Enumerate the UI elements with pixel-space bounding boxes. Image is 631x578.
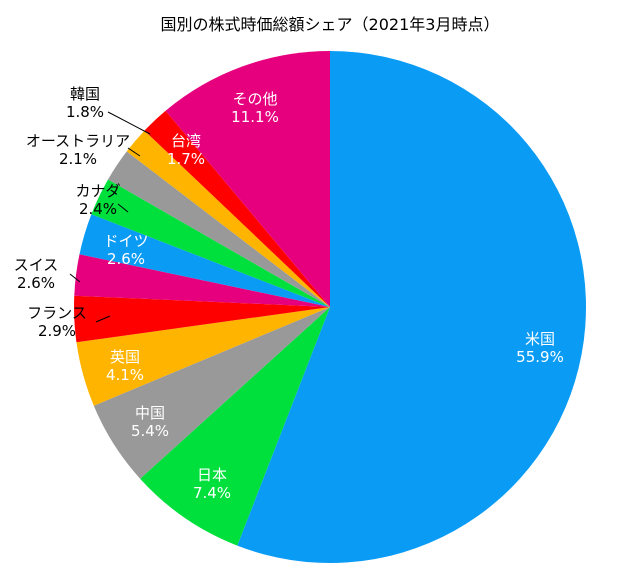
pie-slice: [237, 51, 587, 563]
pie-slice: [165, 51, 330, 307]
slice-label: ドイツ 2.6%: [103, 232, 148, 268]
label-leader-lines: [69, 111, 151, 323]
slice-value-label: 4.1%: [106, 366, 144, 384]
slice-name-label: 日本: [197, 466, 227, 484]
slice-name-label: 米国: [525, 330, 555, 348]
slice-value-label: 2.9%: [38, 322, 76, 340]
slice-name-label: オーストラリア: [26, 132, 130, 150]
slice-label: 日本 7.4%: [193, 466, 231, 502]
slice-name-label: 中国: [135, 404, 165, 422]
slice-label: 台湾 1.7%: [167, 132, 205, 168]
pie-slice: [79, 214, 330, 307]
pie-slice: [91, 179, 330, 307]
pie-slice: [126, 130, 331, 307]
pie-slice: [140, 307, 330, 546]
slice-value-label: 2.6%: [17, 274, 55, 292]
slice-name-label: ドイツ: [103, 232, 148, 250]
slice-name-label: その他: [232, 90, 277, 108]
slice-value-label: 1.7%: [167, 150, 205, 168]
slice-label: スイス 2.6%: [14, 256, 59, 292]
slice-value-label: 11.1%: [231, 108, 279, 126]
slice-label: 米国 55.9%: [516, 330, 564, 366]
slice-value-label: 2.6%: [107, 250, 145, 268]
slice-label: その他 11.1%: [231, 90, 279, 126]
slice-value-label: 55.9%: [516, 348, 564, 366]
slice-name-label: 韓国: [70, 85, 100, 103]
slice-label: カナダ 2.4%: [75, 182, 120, 218]
slice-name-label: 英国: [110, 348, 140, 366]
pie-slice: [76, 307, 330, 406]
slice-value-label: 2.1%: [59, 150, 97, 168]
slice-value-label: 1.8%: [66, 103, 104, 121]
slice-label: オーストラリア 2.1%: [26, 132, 130, 168]
pie-slice: [93, 307, 330, 479]
label-leader-line: [117, 203, 129, 213]
slice-value-label: 2.4%: [79, 200, 117, 218]
label-leader-line: [95, 315, 111, 323]
slice-value-label: 7.4%: [193, 484, 231, 502]
pie-slices: [74, 51, 587, 563]
pie-slice: [74, 295, 330, 343]
label-leader-line: [69, 273, 81, 283]
label-leader-line: [107, 111, 151, 135]
slice-label: フランス 2.9%: [27, 304, 87, 340]
label-leader-line: [127, 147, 141, 157]
slice-name-label: カナダ: [75, 182, 120, 200]
slice-name-label: フランス: [27, 304, 87, 322]
slice-label: 中国 5.4%: [131, 404, 169, 440]
pie-slice: [144, 110, 330, 307]
slice-value-label: 5.4%: [131, 422, 169, 440]
slice-name-label: 台湾: [171, 132, 201, 150]
slice-label: 英国 4.1%: [106, 348, 144, 384]
slice-label: 韓国 1.8%: [66, 85, 104, 121]
chart-title: 国別の株式時価総額シェア（2021年3月時点）: [161, 15, 500, 34]
pie-slice: [74, 254, 330, 307]
slice-name-label: スイス: [14, 256, 59, 274]
slice-labels: 米国 55.9%日本 7.4%中国 5.4%英国 4.1%フランス 2.9%スイス 2.6%…: [14, 85, 564, 502]
pie-slice: [108, 151, 330, 307]
